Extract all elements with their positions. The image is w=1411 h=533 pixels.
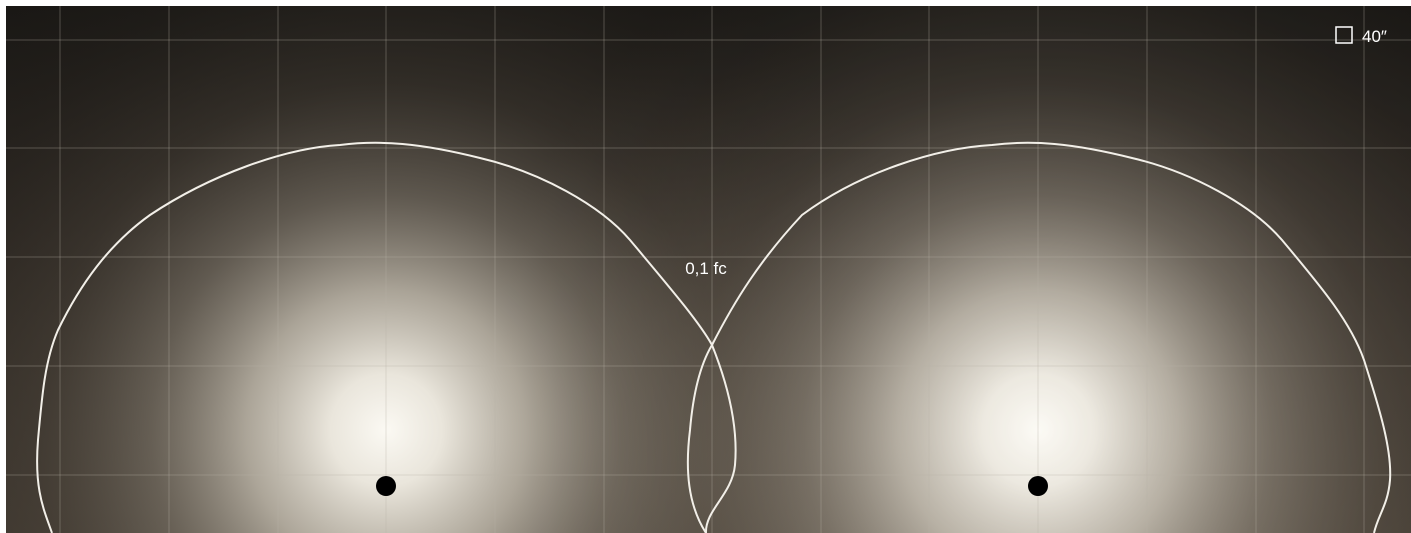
grid-square-icon [1335,26,1353,44]
grid [6,6,1411,533]
scale-label: 40″ [1362,27,1387,46]
luminaire-left-icon [376,476,396,496]
contour-label: 0,1 fc [685,259,727,278]
luminaire-right-icon [1028,476,1048,496]
contour-line-left [36,141,737,533]
scale-legend: 40″ [1335,26,1387,46]
contour-line-right [686,141,1392,533]
glow-right [6,6,1411,533]
